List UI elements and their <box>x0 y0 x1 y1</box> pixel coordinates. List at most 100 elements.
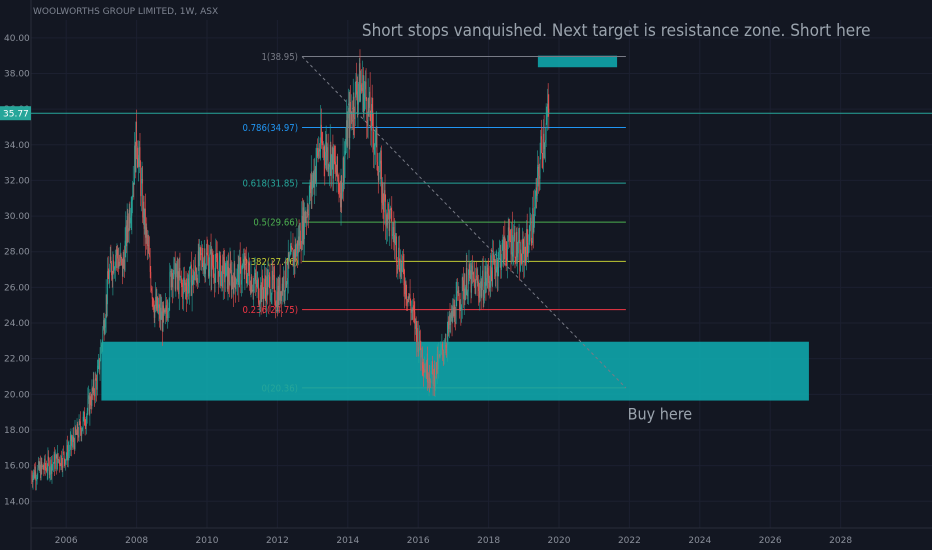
candle-body <box>505 249 507 259</box>
candle-body <box>296 240 298 249</box>
candle-body <box>326 142 328 161</box>
candle-body <box>254 279 255 282</box>
candle-body <box>523 243 525 263</box>
candle-body <box>68 450 70 452</box>
candle-body <box>293 252 294 267</box>
candle-body <box>361 87 363 91</box>
candle-body <box>465 267 467 287</box>
candle-body <box>140 179 142 197</box>
candle-body <box>532 208 533 243</box>
candle-body <box>501 243 503 261</box>
candle-body <box>466 267 468 296</box>
candle-body <box>377 170 379 181</box>
candle-body <box>229 263 231 285</box>
candle-body <box>480 281 482 297</box>
candle-body <box>352 96 354 122</box>
candle-body <box>300 230 301 249</box>
candle-body <box>539 157 541 179</box>
candle-body <box>308 213 309 216</box>
candle-body <box>133 182 135 185</box>
candle-body <box>148 245 150 254</box>
candle-body <box>455 321 456 324</box>
candle-body <box>375 130 376 146</box>
candle-body <box>352 120 353 122</box>
candle-body <box>469 264 470 279</box>
candle-body <box>55 458 56 469</box>
candle-body <box>118 261 120 268</box>
x-tick-label: 2026 <box>759 536 782 546</box>
candle-body <box>370 120 372 131</box>
candle-body <box>239 257 241 262</box>
candle-body <box>86 416 87 426</box>
candle-body <box>417 328 418 346</box>
candle-body <box>349 102 351 138</box>
candle-body <box>540 136 542 158</box>
candle-body <box>360 84 362 102</box>
candle-body <box>97 365 99 372</box>
candle-body <box>66 445 68 457</box>
candle-body <box>130 217 131 224</box>
candle-body <box>513 232 515 238</box>
candle-body <box>207 253 209 256</box>
candle-body <box>311 174 313 190</box>
candle-body <box>547 103 548 118</box>
candle-body <box>423 369 425 374</box>
candle-body <box>324 157 326 166</box>
candle-body <box>290 245 292 255</box>
candle-body <box>492 253 494 261</box>
candle-body <box>497 266 499 277</box>
candle-body <box>378 172 380 181</box>
candle-body <box>35 471 37 481</box>
candle-body <box>96 379 98 390</box>
candle-body <box>485 271 487 286</box>
candle-body <box>354 117 355 120</box>
candle-body <box>298 236 300 246</box>
x-tick-label: 2010 <box>196 536 219 546</box>
candle-body <box>115 255 117 256</box>
short-annotation: Short stops vanquished. Next target is r… <box>362 21 871 41</box>
candle-body <box>199 247 201 249</box>
candle-body <box>542 153 544 159</box>
candle-body <box>167 311 169 319</box>
candle-body <box>40 461 42 478</box>
candle-body <box>417 328 419 353</box>
candle-body <box>407 296 409 304</box>
candle-body <box>541 139 543 154</box>
candle-body <box>243 261 245 275</box>
candle-body <box>357 91 359 105</box>
candle-body <box>168 302 170 312</box>
fib-retracement[interactable]: 1(38.95) 0.786(34.97) 0.618(31.85) 0.5(29.6… <box>242 52 627 394</box>
candle-body <box>55 454 57 459</box>
candle-body <box>409 294 410 298</box>
candle-body <box>530 217 531 226</box>
candle-body <box>125 225 127 241</box>
candle-body <box>306 209 308 218</box>
candle-body <box>327 147 328 161</box>
candle-body <box>281 283 283 302</box>
candle-body <box>50 459 52 474</box>
candle-body <box>92 388 93 392</box>
candle-body <box>121 258 123 259</box>
candle-body <box>396 262 398 266</box>
candle-body <box>358 83 359 92</box>
candle-body <box>534 198 536 207</box>
candle-body <box>194 265 196 277</box>
candle-body <box>45 467 47 469</box>
candle-body <box>414 311 416 329</box>
candle-body <box>95 378 97 380</box>
candle-body <box>379 160 381 172</box>
candle-body <box>151 288 152 291</box>
candle-body <box>316 148 318 167</box>
candle-body <box>359 63 361 102</box>
candle-body <box>511 228 513 257</box>
candle-body <box>547 103 549 109</box>
candle-body <box>524 246 525 263</box>
candle-body <box>497 259 498 277</box>
candle-body <box>373 145 375 150</box>
candle-body <box>295 244 297 257</box>
candle-body <box>300 248 302 250</box>
candle-body <box>444 344 446 353</box>
candle-body <box>365 81 367 99</box>
last-price-label: 35.77 <box>3 110 29 120</box>
